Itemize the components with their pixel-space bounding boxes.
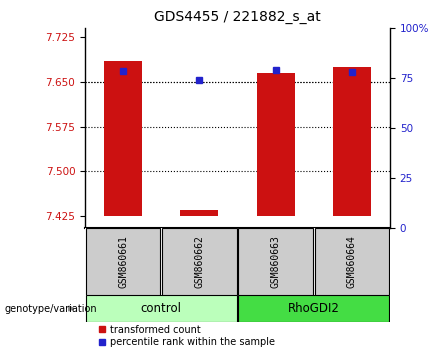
Bar bbox=[162, 228, 237, 295]
Text: GSM860661: GSM860661 bbox=[118, 235, 128, 288]
Bar bbox=[86, 228, 160, 295]
Legend: transformed count, percentile rank within the sample: transformed count, percentile rank withi… bbox=[98, 325, 275, 347]
Text: control: control bbox=[141, 302, 182, 315]
Text: GSM860662: GSM860662 bbox=[194, 235, 204, 288]
Text: GSM860663: GSM860663 bbox=[270, 235, 281, 288]
Bar bbox=[104, 61, 142, 216]
Text: GSM860664: GSM860664 bbox=[347, 235, 357, 288]
Bar bbox=[314, 228, 389, 295]
Bar bbox=[238, 295, 389, 322]
Title: GDS4455 / 221882_s_at: GDS4455 / 221882_s_at bbox=[154, 10, 321, 24]
Text: genotype/variation: genotype/variation bbox=[4, 303, 97, 314]
Bar bbox=[257, 73, 295, 216]
Bar bbox=[238, 228, 313, 295]
Bar bbox=[333, 67, 371, 216]
Bar bbox=[86, 295, 237, 322]
Text: RhoGDI2: RhoGDI2 bbox=[288, 302, 340, 315]
Bar bbox=[180, 210, 218, 216]
